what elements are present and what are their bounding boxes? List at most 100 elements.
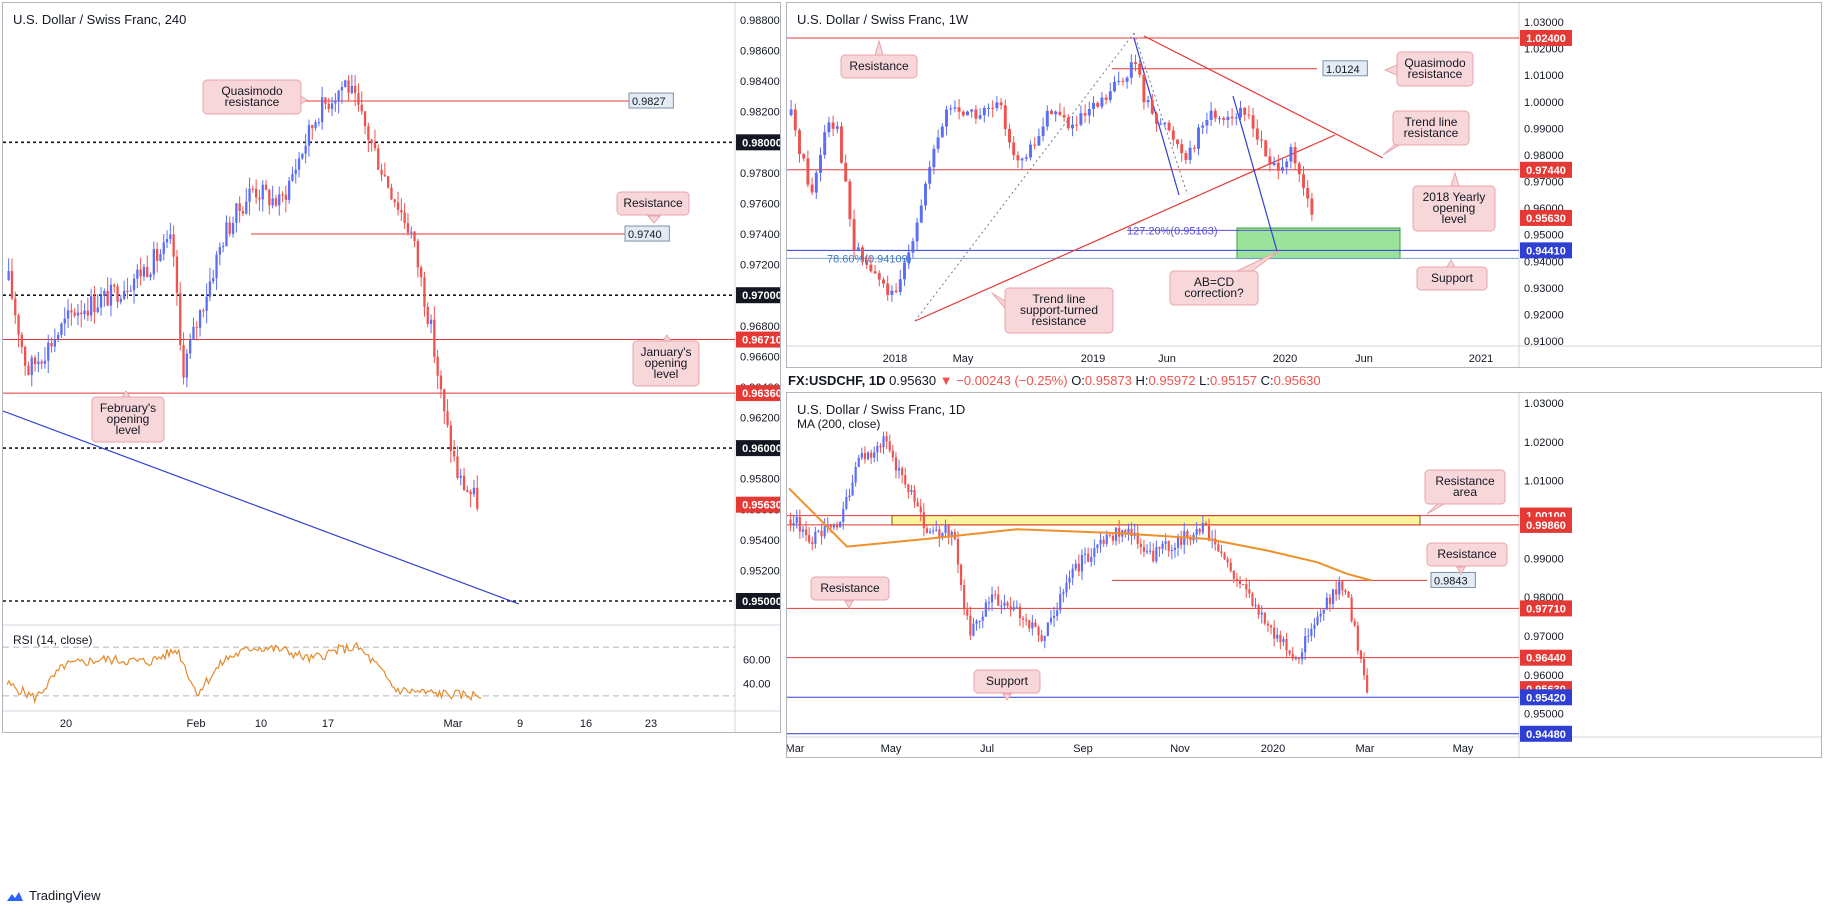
candle-body bbox=[949, 108, 953, 110]
price-axis-tick: 0.97200 bbox=[740, 260, 780, 272]
candle-body bbox=[1235, 578, 1239, 581]
price-axis-tick: 0.98000 bbox=[1524, 150, 1564, 162]
candle-body bbox=[1152, 550, 1155, 562]
callout-text: support-turned bbox=[1020, 303, 1098, 317]
price-axis-tick: 1.03000 bbox=[1524, 17, 1564, 29]
time-axis-tick: May bbox=[953, 353, 974, 365]
candle-body bbox=[225, 222, 228, 247]
candle-body bbox=[808, 535, 811, 543]
candle-body bbox=[1056, 610, 1059, 616]
candle-body bbox=[1217, 544, 1220, 552]
candle-body bbox=[852, 219, 856, 251]
candle-body bbox=[919, 205, 923, 223]
price-axis-tick: 0.96200 bbox=[740, 413, 780, 425]
candle-body bbox=[941, 532, 944, 538]
callout-text: Trend line bbox=[1405, 115, 1458, 129]
candle-body bbox=[419, 267, 423, 278]
time-axis-tick: Mar bbox=[1356, 743, 1375, 755]
chart-canvas-1w[interactable]: 1.03000 1.02000 1.01000 1.00000 0.99000 0.980… bbox=[787, 3, 1822, 368]
candle-body bbox=[1006, 602, 1009, 607]
fib-line bbox=[1133, 32, 1188, 194]
candle-body bbox=[1062, 114, 1066, 118]
candle-body bbox=[978, 620, 981, 622]
candle-body bbox=[935, 529, 938, 531]
candle-body bbox=[1136, 532, 1139, 544]
candle-body bbox=[894, 457, 898, 471]
candle-body bbox=[1347, 591, 1350, 598]
candle-body bbox=[1176, 537, 1180, 548]
price-axis-tick: 0.92000 bbox=[1524, 309, 1564, 321]
usdchf-1d-chart[interactable]: 1.03000 1.02000 1.01000 0.99000 0.98000 0.970… bbox=[786, 392, 1822, 758]
usdchf-240-chart[interactable]: 0.98800 0.98600 0.98400 0.98200 0.98000 0.978… bbox=[2, 2, 781, 733]
candle-body bbox=[870, 452, 873, 458]
candle-body bbox=[1087, 553, 1090, 562]
candle-body bbox=[254, 188, 258, 198]
candle-body bbox=[63, 318, 66, 324]
candle-body bbox=[1188, 147, 1192, 160]
candle-body bbox=[1242, 584, 1245, 586]
candle-body bbox=[1245, 584, 1248, 590]
candle-body bbox=[839, 521, 842, 528]
candle-body bbox=[1176, 139, 1179, 145]
candle-body bbox=[1074, 563, 1077, 569]
candle-body bbox=[1015, 606, 1018, 608]
candle-body bbox=[817, 530, 820, 532]
candle-body bbox=[1142, 547, 1146, 552]
candle-body bbox=[835, 126, 839, 129]
candle-body bbox=[938, 529, 941, 538]
candle-body bbox=[1257, 604, 1260, 615]
candle-body bbox=[47, 342, 50, 361]
callout-text: Quasimodo bbox=[1404, 56, 1466, 70]
candle-body bbox=[139, 269, 142, 277]
candle-body bbox=[1260, 612, 1263, 615]
price-tag-label: 0.95420 bbox=[1526, 692, 1566, 704]
candle-body bbox=[241, 211, 245, 214]
candle-body bbox=[179, 292, 182, 345]
candle-body bbox=[70, 310, 73, 313]
callout-pointer bbox=[662, 334, 672, 342]
candle-body bbox=[984, 602, 987, 617]
price-axis-tick: 0.97600 bbox=[740, 198, 780, 210]
candle-body bbox=[936, 137, 940, 149]
ma-200-line bbox=[788, 487, 1372, 582]
tradingview-logo[interactable]: TradingView bbox=[4, 888, 101, 903]
abcd-leg bbox=[1232, 95, 1278, 252]
close-value: 0.95630 bbox=[1273, 373, 1321, 388]
callout-abcd bbox=[1169, 270, 1259, 306]
candle-body bbox=[386, 176, 390, 188]
candle-body bbox=[221, 246, 225, 248]
chart-canvas-240[interactable]: 0.98800 0.98600 0.98400 0.98200 0.98000 0.978… bbox=[3, 3, 781, 733]
time-axis-tick: May bbox=[1453, 743, 1474, 755]
candle-body bbox=[953, 107, 957, 109]
candle-body bbox=[844, 162, 848, 182]
candle-body bbox=[1226, 116, 1230, 120]
candle-body bbox=[832, 525, 836, 528]
candle-body bbox=[1319, 613, 1322, 617]
candle-body bbox=[959, 564, 963, 586]
candle-body bbox=[1195, 529, 1198, 535]
candle-body bbox=[856, 247, 860, 251]
callout-pointer bbox=[1002, 693, 1012, 701]
callout-support bbox=[973, 669, 1041, 694]
candle-body bbox=[1198, 529, 1201, 533]
candle-body bbox=[1362, 658, 1366, 676]
usdchf-1w-chart[interactable]: 1.03000 1.02000 1.01000 1.00000 0.99000 0.980… bbox=[786, 2, 1822, 368]
candle-body bbox=[14, 298, 17, 316]
candle-body bbox=[810, 184, 814, 193]
time-axis-tick: Feb bbox=[187, 718, 206, 730]
fib-1272-label: 127.20%(0.95163) bbox=[1127, 225, 1218, 237]
candle-body bbox=[966, 609, 969, 616]
candle-body bbox=[1146, 100, 1150, 103]
candle-body bbox=[1118, 527, 1121, 537]
candle-body bbox=[1285, 639, 1288, 651]
candle-body bbox=[99, 295, 103, 308]
callout-pointer bbox=[991, 292, 1006, 310]
candle-body bbox=[1251, 593, 1254, 606]
candle-body bbox=[136, 269, 139, 279]
candle-body bbox=[987, 107, 990, 109]
candle-body bbox=[886, 283, 890, 295]
candle-body bbox=[1052, 615, 1056, 618]
time-axis-tick: 10 bbox=[255, 718, 267, 730]
chart-canvas-1d[interactable]: 1.030001.020001.010000.990000.980000.970… bbox=[787, 393, 1822, 758]
candle-body bbox=[1247, 114, 1251, 116]
